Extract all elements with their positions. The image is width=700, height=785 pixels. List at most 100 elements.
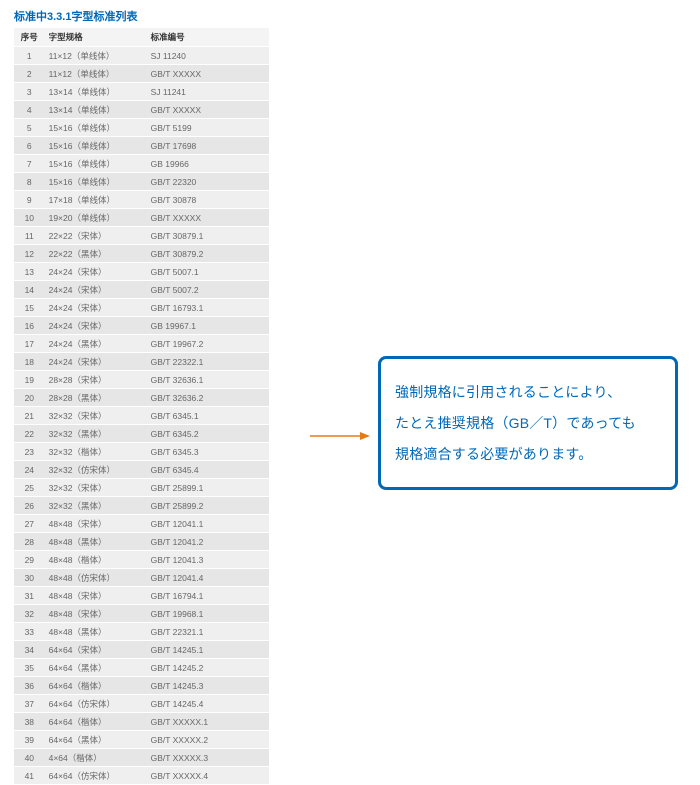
cell-spec: 48×48（宋体） xyxy=(45,605,147,623)
table-row: 1824×24（宋体）GB/T 22322.1 xyxy=(14,353,269,371)
cell-code: GB/T XXXXX.2 xyxy=(147,731,269,749)
cell-code: GB/T 16793.1 xyxy=(147,299,269,317)
cell-code: GB/T 6345.4 xyxy=(147,461,269,479)
cell-spec: 15×16（单线体） xyxy=(45,155,147,173)
cell-spec: 13×14（单线体） xyxy=(45,101,147,119)
cell-seq: 41 xyxy=(14,767,45,785)
table-row: 111×12（单线体）SJ 11240 xyxy=(14,47,269,65)
cell-seq: 20 xyxy=(14,389,45,407)
cell-seq: 2 xyxy=(14,65,45,83)
cell-spec: 24×24（宋体） xyxy=(45,281,147,299)
cell-code: GB/T XXXXX.1 xyxy=(147,713,269,731)
callout-line-2: たとえ推奨規格（GB／T）であっても xyxy=(395,408,661,439)
table-row: 615×16（单线体）GB/T 17698 xyxy=(14,137,269,155)
callout-line-3: 規格適合する必要があります。 xyxy=(395,439,661,470)
table-row: 3564×64（黑体）GB/T 14245.2 xyxy=(14,659,269,677)
cell-code: GB/T 5007.1 xyxy=(147,263,269,281)
cell-seq: 1 xyxy=(14,47,45,65)
table-row: 815×16（单线体）GB/T 22320 xyxy=(14,173,269,191)
cell-seq: 8 xyxy=(14,173,45,191)
cell-spec: 64×64（仿宋体） xyxy=(45,695,147,713)
table-row: 2632×32（黑体）GB/T 25899.2 xyxy=(14,497,269,515)
cell-spec: 32×32（仿宋体） xyxy=(45,461,147,479)
cell-spec: 64×64（楷体） xyxy=(45,677,147,695)
table-row: 211×12（单线体）GB/T XXXXX xyxy=(14,65,269,83)
table-row: 1524×24（宋体）GB/T 16793.1 xyxy=(14,299,269,317)
cell-code: GB/T 5199 xyxy=(147,119,269,137)
col-header-seq: 序号 xyxy=(14,28,45,47)
cell-code: GB 19966 xyxy=(147,155,269,173)
cell-code: GB/T 14245.4 xyxy=(147,695,269,713)
cell-code: GB/T 19968.1 xyxy=(147,605,269,623)
cell-spec: 48×48（宋体） xyxy=(45,587,147,605)
table-row: 3964×64（黑体）GB/T XXXXX.2 xyxy=(14,731,269,749)
table-row: 917×18（单线体）GB/T 30878 xyxy=(14,191,269,209)
cell-seq: 9 xyxy=(14,191,45,209)
cell-code: GB/T 6345.2 xyxy=(147,425,269,443)
cell-seq: 35 xyxy=(14,659,45,677)
cell-spec: 24×24（宋体） xyxy=(45,299,147,317)
cell-code: GB/T XXXXX xyxy=(147,65,269,83)
cell-code: GB/T 16794.1 xyxy=(147,587,269,605)
cell-spec: 22×22（宋体） xyxy=(45,227,147,245)
cell-spec: 28×28（黑体） xyxy=(45,389,147,407)
cell-code: GB/T 22321.1 xyxy=(147,623,269,641)
cell-seq: 27 xyxy=(14,515,45,533)
table-row: 2132×32（宋体）GB/T 6345.1 xyxy=(14,407,269,425)
table-row: 2232×32（黑体）GB/T 6345.2 xyxy=(14,425,269,443)
cell-spec: 13×14（单线体） xyxy=(45,83,147,101)
cell-spec: 15×16（单线体） xyxy=(45,137,147,155)
cell-code: GB/T 32636.2 xyxy=(147,389,269,407)
cell-seq: 25 xyxy=(14,479,45,497)
table-row: 1324×24（宋体）GB/T 5007.1 xyxy=(14,263,269,281)
cell-spec: 48×48（楷体） xyxy=(45,551,147,569)
table-row: 1724×24（黑体）GB/T 19967.2 xyxy=(14,335,269,353)
table-row: 3664×64（楷体）GB/T 14245.3 xyxy=(14,677,269,695)
cell-seq: 11 xyxy=(14,227,45,245)
cell-spec: 24×24（宋体） xyxy=(45,317,147,335)
cell-seq: 36 xyxy=(14,677,45,695)
cell-spec: 64×64（楷体） xyxy=(45,713,147,731)
col-header-code: 标准编号 xyxy=(147,28,269,47)
cell-seq: 38 xyxy=(14,713,45,731)
cell-seq: 10 xyxy=(14,209,45,227)
cell-seq: 23 xyxy=(14,443,45,461)
cell-code: GB/T XXXXX xyxy=(147,209,269,227)
cell-code: GB/T 22322.1 xyxy=(147,353,269,371)
cell-seq: 32 xyxy=(14,605,45,623)
cell-seq: 14 xyxy=(14,281,45,299)
cell-seq: 29 xyxy=(14,551,45,569)
table-panel: 标准中3.3.1字型标准列表 序号 字型规格 标准编号 111×12（单线体）S… xyxy=(0,0,300,700)
table-row: 3348×48（黑体）GB/T 22321.1 xyxy=(14,623,269,641)
table-row: 3864×64（楷体）GB/T XXXXX.1 xyxy=(14,713,269,731)
table-row: 3464×64（宋体）GB/T 14245.1 xyxy=(14,641,269,659)
table-row: 1928×28（宋体）GB/T 32636.1 xyxy=(14,371,269,389)
cell-spec: 48×48（黑体） xyxy=(45,623,147,641)
cell-code: GB/T XXXXX xyxy=(147,101,269,119)
cell-code: GB/T 30879.1 xyxy=(147,227,269,245)
table-row: 413×14（单线体）GB/T XXXXX xyxy=(14,101,269,119)
cell-spec: 64×64（黑体） xyxy=(45,659,147,677)
table-row: 2532×32（宋体）GB/T 25899.1 xyxy=(14,479,269,497)
table-row: 3248×48（宋体）GB/T 19968.1 xyxy=(14,605,269,623)
table-row: 2332×32（楷体）GB/T 6345.3 xyxy=(14,443,269,461)
cell-code: GB/T 6345.3 xyxy=(147,443,269,461)
table-row: 515×16（单线体）GB/T 5199 xyxy=(14,119,269,137)
cell-code: GB/T 14245.3 xyxy=(147,677,269,695)
cell-seq: 28 xyxy=(14,533,45,551)
table-row: 1019×20（单线体）GB/T XXXXX xyxy=(14,209,269,227)
callout-box: 強制規格に引用されることにより、 たとえ推奨規格（GB／T）であっても 規格適合… xyxy=(378,356,678,490)
cell-seq: 40 xyxy=(14,749,45,767)
cell-code: GB/T 14245.1 xyxy=(147,641,269,659)
cell-spec: 32×32（宋体） xyxy=(45,479,147,497)
cell-code: GB/T 32636.1 xyxy=(147,371,269,389)
cell-seq: 6 xyxy=(14,137,45,155)
cell-code: GB 19967.1 xyxy=(147,317,269,335)
cell-spec: 28×28（宋体） xyxy=(45,371,147,389)
arrow-icon xyxy=(310,428,370,429)
cell-spec: 32×32（楷体） xyxy=(45,443,147,461)
cell-spec: 48×48（仿宋体） xyxy=(45,569,147,587)
cell-seq: 4 xyxy=(14,101,45,119)
cell-seq: 34 xyxy=(14,641,45,659)
cell-seq: 21 xyxy=(14,407,45,425)
